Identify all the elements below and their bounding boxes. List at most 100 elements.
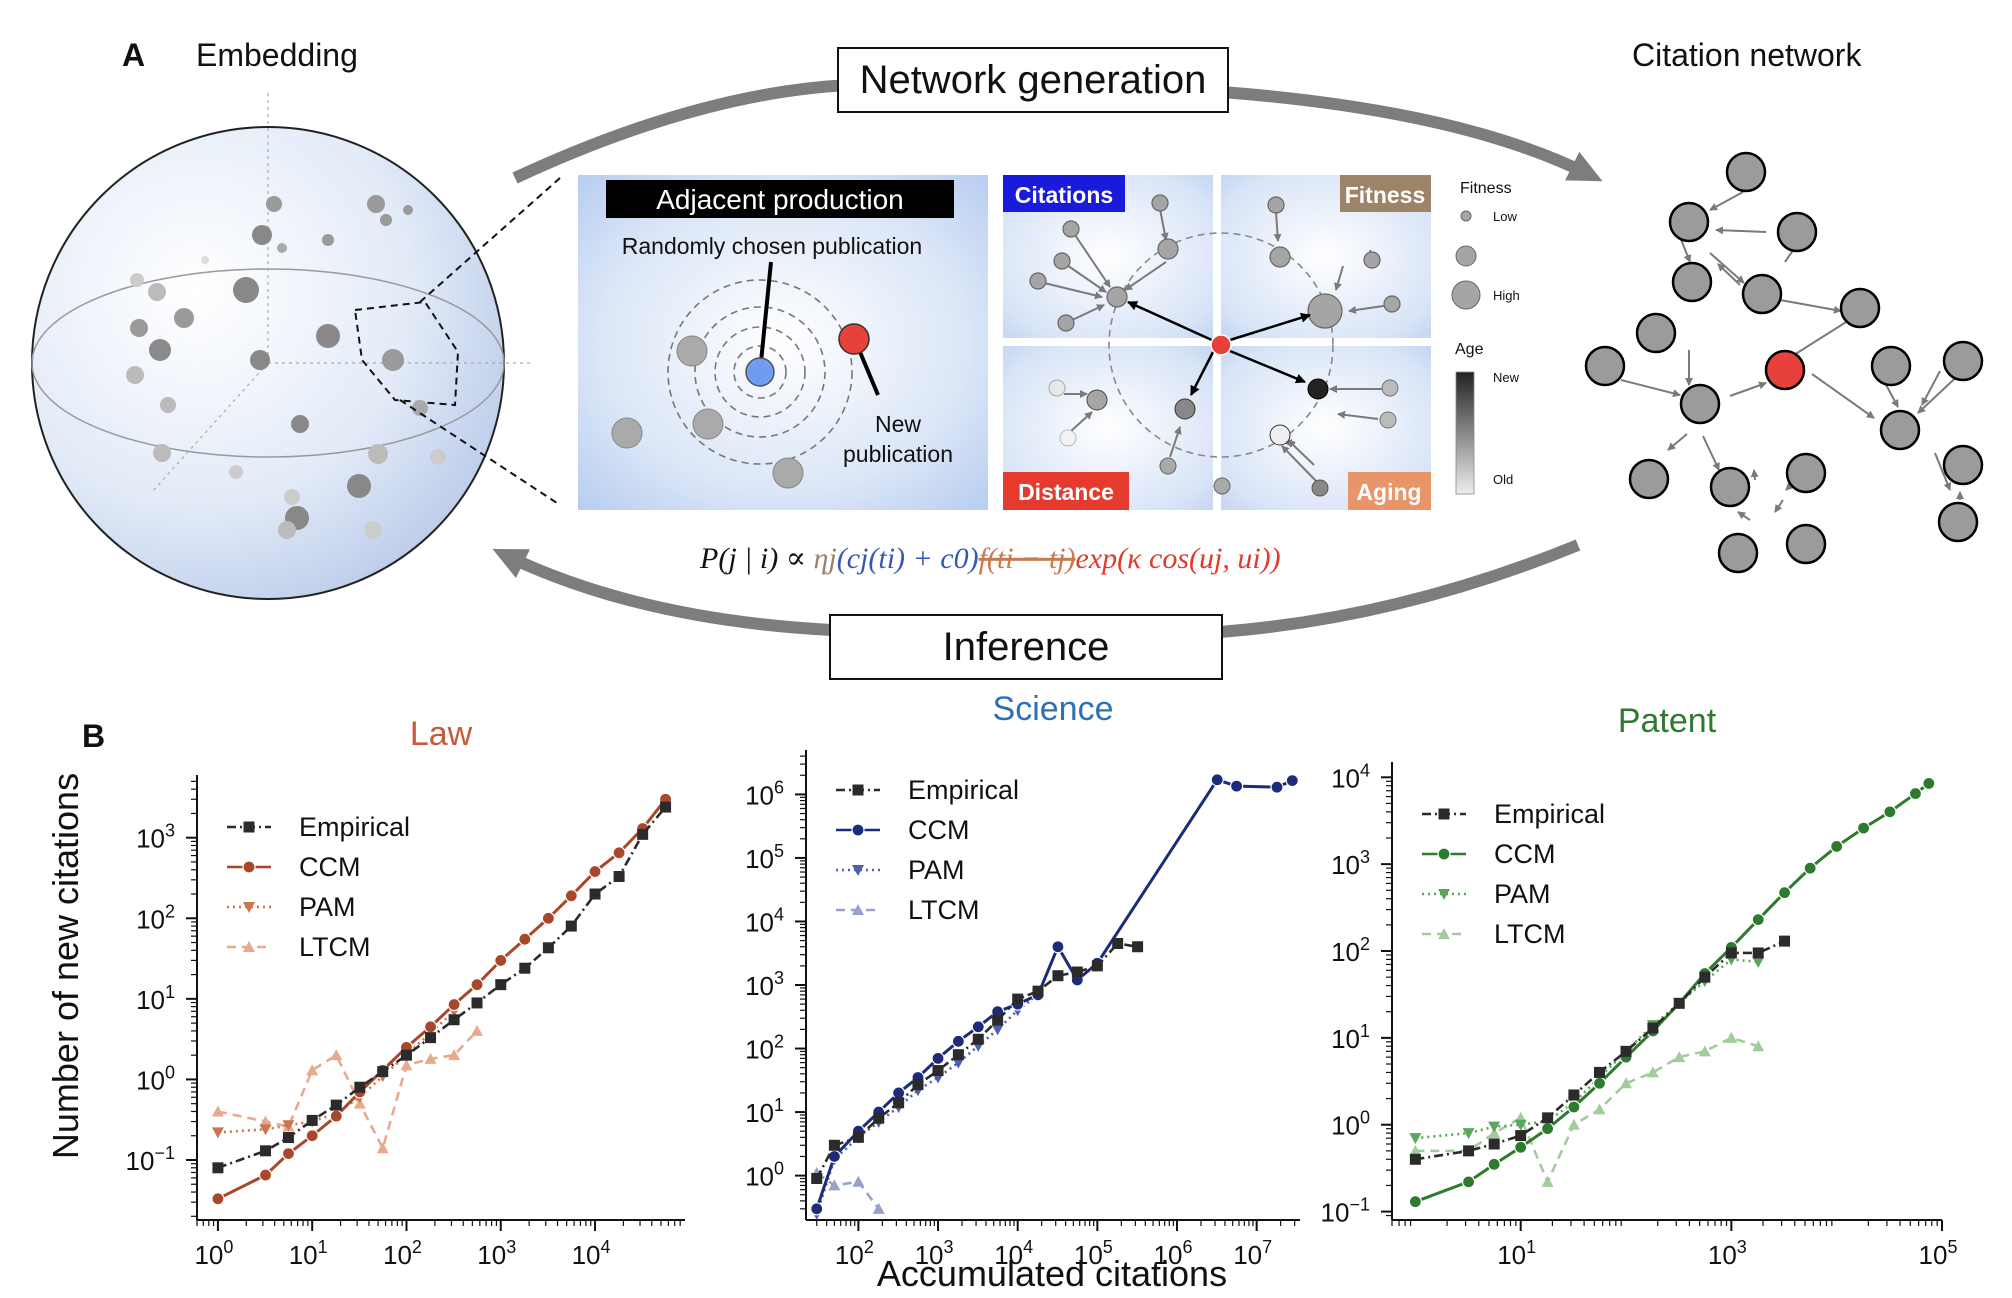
data-point bbox=[1541, 1175, 1554, 1187]
data-point bbox=[852, 1175, 865, 1187]
data-point bbox=[1803, 861, 1817, 875]
data-point bbox=[258, 1168, 273, 1182]
data-point bbox=[912, 1079, 924, 1091]
chart-title: Law bbox=[410, 715, 473, 753]
data-point bbox=[893, 1097, 905, 1109]
data-point bbox=[1592, 1076, 1607, 1090]
data-point bbox=[471, 1024, 484, 1036]
data-point bbox=[1856, 821, 1871, 835]
y-tick-label: 100 bbox=[136, 1062, 175, 1095]
data-point bbox=[330, 1099, 342, 1111]
data-point bbox=[211, 1192, 225, 1206]
formula-fitness: ηj bbox=[814, 542, 837, 575]
new-publication-node bbox=[838, 323, 870, 355]
formula-aging: f(ti − tj) bbox=[979, 542, 1076, 575]
fitness-label: Fitness bbox=[1345, 182, 1426, 208]
formula-lhs: P(j | i) ∝ bbox=[699, 542, 814, 575]
legend-label: PAM bbox=[299, 892, 356, 922]
legend-marker bbox=[852, 865, 864, 876]
y-tick-label: 106 bbox=[745, 777, 784, 810]
series-line bbox=[815, 1171, 880, 1210]
data-point bbox=[828, 1139, 840, 1151]
legend-marker bbox=[851, 823, 865, 837]
legend-label: CCM bbox=[908, 815, 970, 845]
legend-label: PAM bbox=[908, 855, 965, 885]
legend-marker bbox=[242, 860, 256, 874]
formula-distance: exp(κ cos(uj, ui)) bbox=[1076, 542, 1281, 575]
data-point bbox=[1620, 1077, 1633, 1089]
legend-marker bbox=[1438, 928, 1450, 939]
data-point bbox=[1091, 960, 1103, 972]
series-line bbox=[217, 1030, 478, 1152]
formula: P(j | i) ∝ ηj(cj(ti) + c0)f(ti − tj)exp(… bbox=[699, 542, 1281, 575]
citations-label: Citations bbox=[1015, 182, 1113, 208]
x-tick-label: 102 bbox=[383, 1237, 422, 1270]
citation-network bbox=[1584, 151, 1984, 574]
data-point bbox=[1752, 1040, 1765, 1052]
legend-marker bbox=[1438, 889, 1450, 900]
data-point bbox=[447, 997, 461, 1012]
mechanism-quadrants: Citations Fitness Distance Aging bbox=[1003, 175, 1431, 510]
data-point bbox=[424, 1052, 437, 1064]
x-tick-label: 103 bbox=[477, 1237, 516, 1270]
x-tick-label: 107 bbox=[1233, 1237, 1272, 1270]
data-point bbox=[1051, 940, 1065, 954]
data-point bbox=[1646, 1066, 1659, 1078]
y-tick-label: 103 bbox=[1331, 847, 1370, 880]
y-tick-label: 101 bbox=[1331, 1021, 1370, 1054]
adjacent-production-title: Adjacent production bbox=[656, 184, 904, 215]
data-point bbox=[991, 1024, 1004, 1036]
series-line bbox=[1415, 1036, 1759, 1186]
arrow-inference-right bbox=[1219, 539, 1581, 638]
data-point bbox=[1210, 773, 1224, 787]
series-line bbox=[1415, 939, 1786, 1161]
legend-label: LTCM bbox=[908, 895, 980, 925]
data-point bbox=[1488, 1138, 1500, 1150]
data-point bbox=[1567, 1118, 1580, 1130]
data-point bbox=[377, 1066, 389, 1078]
arrow-generation-left bbox=[512, 79, 851, 184]
data-point bbox=[448, 1049, 461, 1061]
data-point bbox=[1593, 1103, 1606, 1115]
legend-label: LTCM bbox=[299, 932, 371, 962]
data-point bbox=[1408, 1195, 1422, 1209]
citation-network-title: Citation network bbox=[1632, 37, 1862, 73]
legend-marker bbox=[243, 941, 255, 952]
data-point bbox=[1752, 947, 1764, 959]
data-point bbox=[565, 920, 577, 932]
data-point bbox=[1752, 956, 1765, 968]
network-generation-label: Network generation bbox=[860, 58, 1207, 102]
data-point bbox=[1514, 1119, 1527, 1131]
data-point bbox=[1461, 1175, 1476, 1189]
age-legend-title: Age bbox=[1455, 341, 1484, 358]
x-tick-label: 101 bbox=[289, 1237, 328, 1270]
data-point bbox=[306, 1064, 319, 1076]
data-point bbox=[495, 979, 507, 991]
series-empirical bbox=[1409, 935, 1791, 1165]
data-point bbox=[1012, 993, 1024, 1005]
data-point bbox=[494, 953, 508, 968]
y-tick-label: 103 bbox=[745, 968, 784, 1001]
y-tick-label: 101 bbox=[136, 982, 175, 1015]
x-tick-label: 100 bbox=[194, 1237, 233, 1270]
series-line bbox=[217, 806, 667, 1170]
y-tick-label: 100 bbox=[1331, 1108, 1370, 1141]
data-point bbox=[1883, 805, 1897, 819]
data-point bbox=[1409, 1144, 1422, 1156]
data-point bbox=[613, 870, 625, 882]
inference-box bbox=[829, 614, 1223, 680]
data-point bbox=[400, 1059, 413, 1071]
series-ccm bbox=[211, 792, 673, 1206]
x-axis-label: Accumulated citations bbox=[877, 1253, 1227, 1294]
series-line bbox=[815, 777, 1293, 1210]
data-point bbox=[354, 1081, 366, 1093]
data-point bbox=[376, 1142, 389, 1154]
data-point bbox=[1270, 780, 1284, 794]
series-line bbox=[1415, 958, 1759, 1140]
aging-label: Aging bbox=[1356, 479, 1421, 505]
data-point bbox=[951, 1034, 965, 1048]
legend: Empirical CCM PAM LTCM bbox=[836, 775, 1019, 925]
legend-label: Empirical bbox=[299, 812, 410, 842]
y-tick-label: 102 bbox=[1331, 934, 1370, 967]
data-point bbox=[564, 889, 578, 903]
